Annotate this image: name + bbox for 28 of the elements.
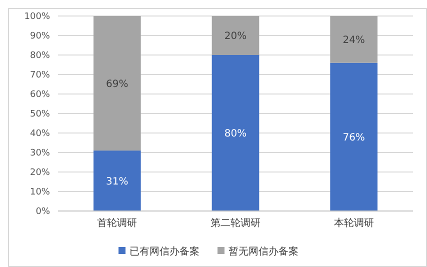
y-tick-label: 100% — [24, 12, 50, 22]
data-label: 76% — [342, 132, 365, 144]
legend-label: 已有网信办备案 — [130, 246, 200, 258]
data-label: 69% — [106, 78, 128, 90]
data-label: 24% — [342, 34, 365, 46]
data-label: 20% — [224, 31, 247, 42]
y-tick-label: 50% — [30, 110, 50, 120]
bar — [212, 16, 260, 55]
bar — [94, 150, 141, 211]
x-tick-label: 本轮调研 — [334, 217, 374, 229]
x-tick-label: 首轮调研 — [97, 217, 138, 229]
bar — [330, 62, 378, 211]
y-tick-label: 20% — [30, 168, 50, 178]
data-label: 80% — [224, 128, 247, 140]
y-tick-label: 0% — [36, 207, 50, 218]
data-label: 31% — [106, 176, 128, 188]
bar — [94, 16, 141, 151]
y-tick-label: 70% — [30, 70, 50, 81]
bar — [212, 55, 260, 211]
legend-label: 暂无网信办备案 — [228, 246, 298, 258]
y-tick-label: 40% — [30, 129, 50, 140]
x-tick-label: 第二轮调研 — [210, 217, 260, 229]
y-tick-label: 10% — [30, 188, 50, 198]
y-tick-label: 90% — [30, 32, 50, 42]
y-tick-label: 60% — [30, 90, 50, 100]
y-tick-label: 80% — [30, 51, 50, 62]
y-tick-label: 30% — [30, 148, 50, 159]
bar — [330, 16, 378, 63]
